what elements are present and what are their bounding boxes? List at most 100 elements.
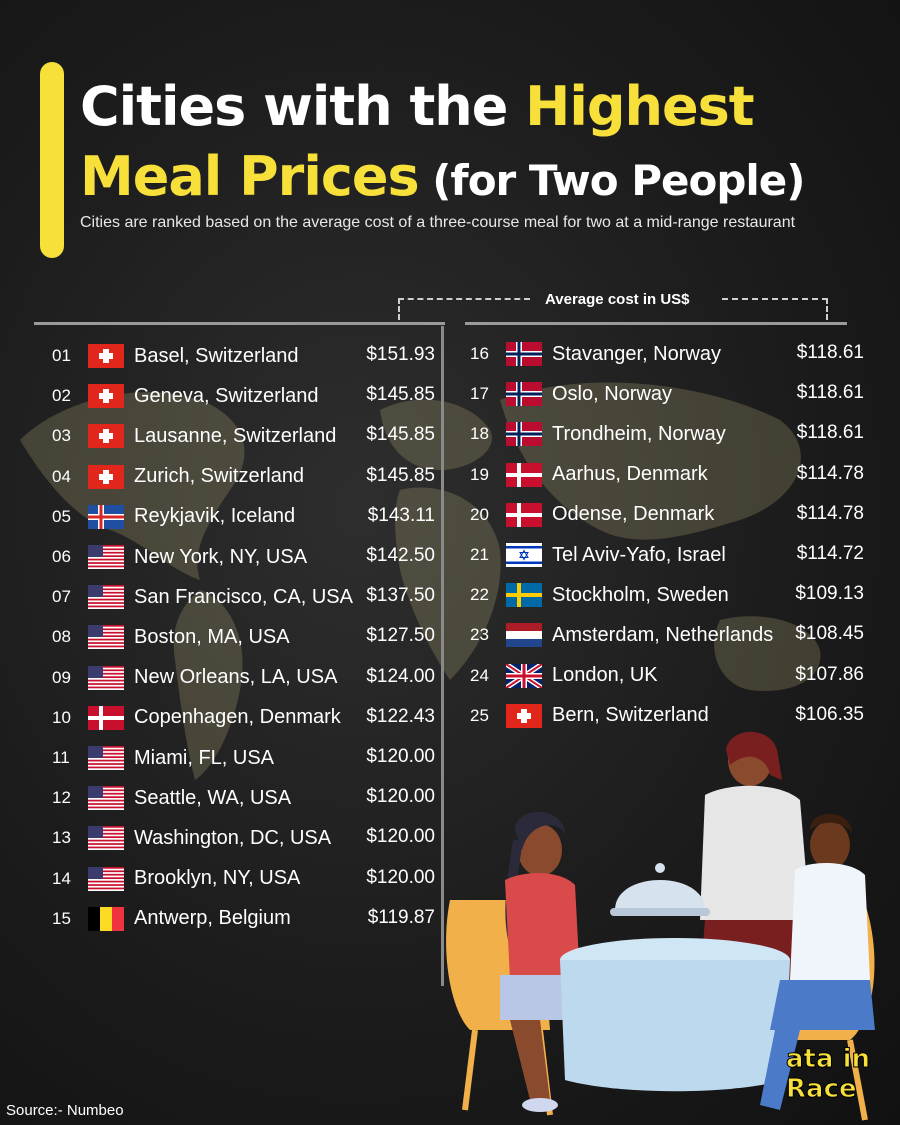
denmark-flag-icon: [88, 705, 134, 730]
average-cost-label: Average cost in US$: [545, 291, 690, 308]
title-line1-yellow: Highest: [525, 75, 754, 138]
table-row: 11 Miami, FL, USA: [52, 738, 274, 778]
denmark-flag-icon: [506, 462, 552, 487]
rank-number: 16: [470, 344, 489, 363]
column-divider: [441, 326, 444, 986]
rank-number: 18: [470, 424, 489, 444]
brand-logo-line1: ata in: [786, 1044, 871, 1075]
rank-number: 17: [470, 384, 489, 404]
rank-number: 11: [52, 748, 70, 767]
price-value: $119.87: [367, 906, 435, 928]
price-value: $118.61: [796, 422, 864, 444]
city-name: Reykjavik, Iceland: [134, 505, 296, 528]
city-name: Stockholm, Sweden: [552, 583, 729, 606]
table-row: 13 Washington, DC, USA: [52, 818, 331, 858]
sweden-flag-icon: [506, 583, 552, 608]
city-name: Brooklyn, NY, USA: [134, 867, 301, 890]
cost-bracket-right-tick: [826, 298, 828, 320]
table-row: 03 Lausanne, Switzerland: [52, 416, 336, 456]
price-value: $108.45: [795, 623, 864, 645]
city-name: Geneva, Switzerland: [134, 384, 319, 407]
table-row: 07 San Francisco, CA, USA: [52, 577, 353, 617]
usa-flag-icon: [88, 545, 134, 569]
table-row: 10 Copenhagen, Denmark: [52, 698, 341, 738]
rank-number: 01: [52, 346, 71, 365]
rank-number: 05: [52, 506, 71, 526]
rank-number: 25: [470, 705, 489, 725]
rank-number: 10: [52, 707, 71, 727]
usa-flag-icon: [88, 665, 134, 690]
city-name: Boston, MA, USA: [134, 625, 290, 648]
switzerland-flag-icon: [88, 344, 134, 368]
city-name: Copenhagen, Denmark: [134, 706, 341, 729]
rank-number: 23: [470, 625, 489, 645]
denmark-flag-icon: [506, 502, 552, 527]
rank-number: 13: [52, 828, 71, 848]
table-row: 05 Reykjavik, Iceland: [52, 497, 295, 537]
cost-bracket-right: [722, 298, 828, 300]
price-value: $109.13: [795, 583, 864, 605]
price-value: $120.00: [366, 746, 435, 767]
brand-logo-line2: Race: [786, 1074, 858, 1105]
belgium-flag-icon: [88, 906, 134, 931]
switzerland-flag-icon: [88, 384, 134, 409]
world-map-background: [20, 382, 821, 780]
city-name: Washington, DC, USA: [134, 826, 332, 849]
table-row: 22 Stockholm, Sweden: [470, 575, 729, 615]
rank-number: 06: [52, 547, 71, 566]
usa-flag-icon: [88, 786, 134, 811]
left-column-rule: [34, 322, 445, 325]
right-column-rule: [465, 322, 847, 325]
rank-number: 03: [52, 426, 71, 446]
rank-number: 02: [52, 386, 71, 406]
city-name: Stavanger, Norway: [552, 342, 721, 365]
table-row: 01 Basel, Switzerland: [52, 336, 299, 376]
city-name: Seattle, WA, USA: [134, 786, 292, 809]
price-value: $114.72: [796, 543, 864, 564]
usa-flag-icon: [88, 625, 134, 650]
rank-number: 07: [52, 587, 71, 607]
city-name: Oslo, Norway: [552, 382, 673, 405]
rank-number: 24: [470, 665, 489, 685]
switzerland-flag-icon: [506, 703, 552, 728]
title-accent-bar: [40, 62, 64, 258]
rank-number: 04: [52, 466, 71, 486]
usa-flag-icon: [88, 746, 134, 770]
city-name: New Orleans, LA, USA: [134, 666, 338, 689]
city-name: Bern, Switzerland: [552, 704, 709, 727]
rank-number: 21: [470, 545, 489, 564]
city-name: London, UK: [552, 664, 658, 687]
switzerland-flag-icon: [88, 424, 134, 449]
table-row: 02 Geneva, Switzerland: [52, 376, 319, 416]
price-value: $151.93: [366, 344, 435, 365]
price-value: $120.00: [366, 826, 435, 848]
subtitle: Cities are ranked based on the average c…: [80, 214, 796, 231]
cost-bracket-left: [398, 298, 530, 300]
table-row: 06 New York, NY, USA: [52, 537, 307, 577]
price-value: $122.43: [366, 705, 435, 727]
city-name: Tel Aviv-Yafo, Israel: [552, 543, 726, 566]
page-title: Cities with the Highest Meal Prices (for…: [80, 72, 805, 216]
city-name: Miami, FL, USA: [134, 746, 275, 769]
title-line1-white: Cities with the: [80, 75, 526, 138]
price-value: $137.50: [366, 585, 435, 607]
price-value: $142.50: [366, 545, 435, 566]
table-row: 09 New Orleans, LA, USA: [52, 658, 337, 698]
city-name: New York, NY, USA: [134, 545, 308, 568]
norway-flag-icon: [506, 422, 552, 447]
netherlands-flag-icon: [506, 623, 552, 648]
table-row: 17 Oslo, Norway: [470, 374, 672, 414]
table-row: 24 London, UK: [470, 656, 658, 696]
switzerland-flag-icon: [88, 464, 134, 489]
rank-number: 15: [52, 908, 71, 928]
price-value: $106.35: [795, 703, 864, 725]
usa-flag-icon: [88, 866, 134, 891]
city-name: Antwerp, Belgium: [134, 907, 291, 930]
city-name: Trondheim, Norway: [552, 422, 726, 445]
price-value: $120.00: [366, 866, 435, 888]
title-line2-yellow: Meal Prices: [80, 145, 420, 208]
price-value: $120.00: [366, 786, 435, 808]
rank-number: 12: [52, 788, 71, 808]
rank-number: 09: [52, 667, 71, 687]
price-value: $127.50: [366, 625, 435, 647]
